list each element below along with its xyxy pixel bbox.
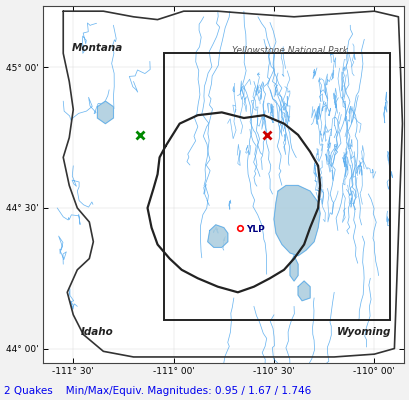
Polygon shape <box>289 256 297 281</box>
Polygon shape <box>97 101 113 124</box>
Text: 2 Quakes    Min/Max/Equiv. Magnitudes: 0.95 / 1.67 / 1.746: 2 Quakes Min/Max/Equiv. Magnitudes: 0.95… <box>4 386 310 396</box>
Polygon shape <box>297 281 309 301</box>
Bar <box>163 53 389 320</box>
Text: Wyoming: Wyoming <box>336 327 391 337</box>
Polygon shape <box>207 225 227 247</box>
Text: YLP: YLP <box>245 225 264 234</box>
Polygon shape <box>273 186 319 256</box>
Text: Yellowstone National Park: Yellowstone National Park <box>231 46 347 55</box>
Text: Montana: Montana <box>72 43 123 53</box>
Text: Idaho: Idaho <box>81 327 113 337</box>
